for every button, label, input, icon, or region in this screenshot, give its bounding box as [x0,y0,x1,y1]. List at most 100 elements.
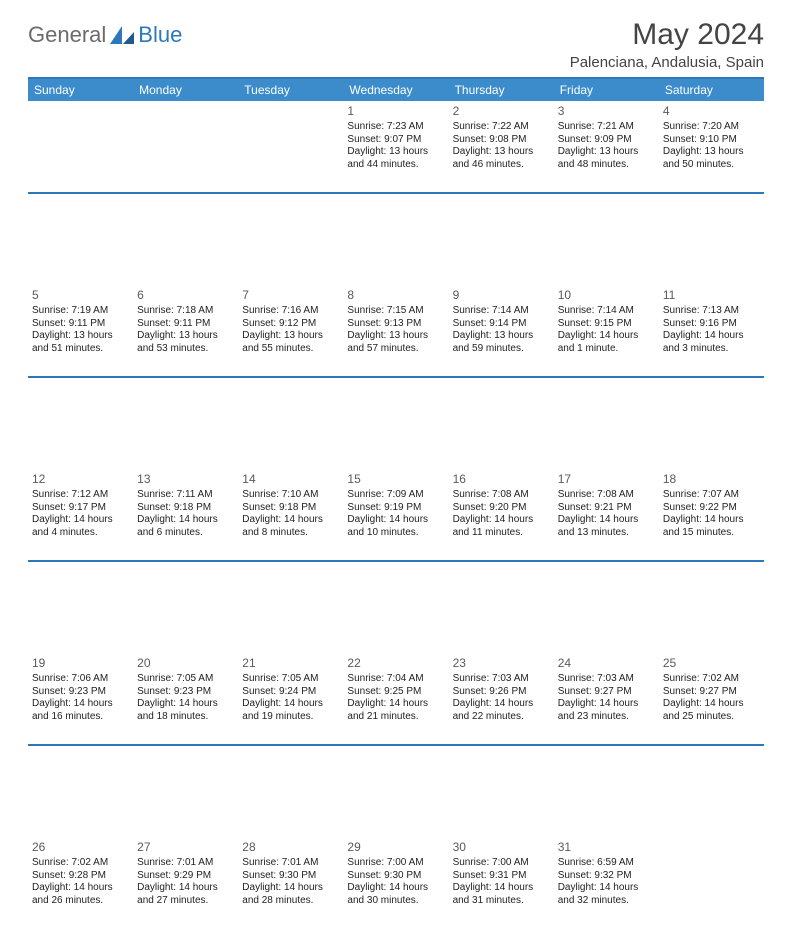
day-number: 3 [558,104,655,119]
daylight-line: Daylight: 14 hours and 11 minutes. [453,514,550,539]
daylight-line: Daylight: 14 hours and 21 minutes. [347,698,444,723]
calendar-cell: 14Sunrise: 7:10 AMSunset: 9:18 PMDayligh… [238,469,343,561]
sunset-line: Sunset: 9:32 PM [558,870,655,883]
day-number: 28 [242,840,339,855]
sunrise-line: Sunrise: 7:02 AM [32,857,129,870]
calendar-cell: 9Sunrise: 7:14 AMSunset: 9:14 PMDaylight… [449,285,554,377]
day-number: 5 [32,288,129,303]
sunset-line: Sunset: 9:10 PM [663,134,760,147]
daylight-line: Daylight: 14 hours and 22 minutes. [453,698,550,723]
day-number: 1 [347,104,444,119]
sunset-line: Sunset: 9:13 PM [347,318,444,331]
daylight-line: Daylight: 13 hours and 50 minutes. [663,146,760,171]
sunrise-line: Sunrise: 6:59 AM [558,857,655,870]
sunset-line: Sunset: 9:08 PM [453,134,550,147]
calendar-row: 26Sunrise: 7:02 AMSunset: 9:28 PMDayligh… [28,837,764,928]
sunrise-line: Sunrise: 7:12 AM [32,489,129,502]
day-number: 23 [453,656,550,671]
daylight-line: Daylight: 14 hours and 28 minutes. [242,882,339,907]
day-number: 2 [453,104,550,119]
day-number: 4 [663,104,760,119]
page-title: May 2024 [570,18,764,52]
sunset-line: Sunset: 9:18 PM [242,502,339,515]
sunset-line: Sunset: 9:24 PM [242,686,339,699]
daylight-line: Daylight: 13 hours and 48 minutes. [558,146,655,171]
day-number: 8 [347,288,444,303]
daylight-line: Daylight: 14 hours and 23 minutes. [558,698,655,723]
daylight-line: Daylight: 13 hours and 46 minutes. [453,146,550,171]
day-number: 30 [453,840,550,855]
sunrise-line: Sunrise: 7:03 AM [558,673,655,686]
daylight-line: Daylight: 14 hours and 15 minutes. [663,514,760,539]
sunset-line: Sunset: 9:29 PM [137,870,234,883]
row-separator [28,561,764,653]
calendar-body: 1Sunrise: 7:23 AMSunset: 9:07 PMDaylight… [28,101,764,928]
day-number: 6 [137,288,234,303]
day-number: 7 [242,288,339,303]
daylight-line: Daylight: 14 hours and 16 minutes. [32,698,129,723]
daylight-line: Daylight: 14 hours and 31 minutes. [453,882,550,907]
calendar-cell: 31Sunrise: 6:59 AMSunset: 9:32 PMDayligh… [554,837,659,928]
sunset-line: Sunset: 9:09 PM [558,134,655,147]
sunrise-line: Sunrise: 7:08 AM [453,489,550,502]
calendar-cell: 3 Sunrise: 7:21 AMSunset: 9:09 PMDaylight… [554,101,659,193]
daylight-line: Daylight: 14 hours and 10 minutes. [347,514,444,539]
sunrise-line: Sunrise: 7:00 AM [453,857,550,870]
sunrise-line: Sunrise: 7:05 AM [242,673,339,686]
sunset-line: Sunset: 9:18 PM [137,502,234,515]
location-subtitle: Palenciana, Andalusia, Spain [570,54,764,71]
calendar-cell: 23Sunrise: 7:03 AMSunset: 9:26 PMDayligh… [449,653,554,745]
day-number: 17 [558,472,655,487]
sunrise-line: Sunrise: 7:06 AM [32,673,129,686]
calendar-header-row: SundayMondayTuesdayWednesdayThursdayFrid… [28,79,764,101]
calendar-cell: 12Sunrise: 7:12 AMSunset: 9:17 PMDayligh… [28,469,133,561]
calendar-cell: 27Sunrise: 7:01 AMSunset: 9:29 PMDayligh… [133,837,238,928]
calendar-cell: 24Sunrise: 7:03 AMSunset: 9:27 PMDayligh… [554,653,659,745]
sunrise-line: Sunrise: 7:16 AM [242,305,339,318]
daylight-line: Daylight: 14 hours and 32 minutes. [558,882,655,907]
sunset-line: Sunset: 9:19 PM [347,502,444,515]
sunrise-line: Sunrise: 7:18 AM [137,305,234,318]
sunrise-line: Sunrise: 7:03 AM [453,673,550,686]
logo-sail-icon [108,24,136,46]
calendar-cell [133,101,238,193]
sunset-line: Sunset: 9:27 PM [558,686,655,699]
calendar-table: SundayMondayTuesdayWednesdayThursdayFrid… [28,79,764,928]
sunrise-line: Sunrise: 7:10 AM [242,489,339,502]
day-number: 14 [242,472,339,487]
day-number: 20 [137,656,234,671]
sunset-line: Sunset: 9:16 PM [663,318,760,331]
sunset-line: Sunset: 9:17 PM [32,502,129,515]
day-header: Friday [554,79,659,101]
sunset-line: Sunset: 9:07 PM [347,134,444,147]
calendar-cell: 25Sunrise: 7:02 AMSunset: 9:27 PMDayligh… [659,653,764,745]
sunrise-line: Sunrise: 7:21 AM [558,121,655,134]
day-header: Saturday [659,79,764,101]
sunset-line: Sunset: 9:25 PM [347,686,444,699]
sunset-line: Sunset: 9:15 PM [558,318,655,331]
sunset-line: Sunset: 9:14 PM [453,318,550,331]
logo-text-blue: Blue [138,22,182,48]
day-number: 18 [663,472,760,487]
sunset-line: Sunset: 9:30 PM [242,870,339,883]
daylight-line: Daylight: 14 hours and 1 minute. [558,330,655,355]
calendar-cell: 29Sunrise: 7:00 AMSunset: 9:30 PMDayligh… [343,837,448,928]
daylight-line: Daylight: 14 hours and 3 minutes. [663,330,760,355]
daylight-line: Daylight: 14 hours and 18 minutes. [137,698,234,723]
calendar-cell: 20Sunrise: 7:05 AMSunset: 9:23 PMDayligh… [133,653,238,745]
sunrise-line: Sunrise: 7:13 AM [663,305,760,318]
sunrise-line: Sunrise: 7:00 AM [347,857,444,870]
daylight-line: Daylight: 14 hours and 25 minutes. [663,698,760,723]
calendar-cell: 17Sunrise: 7:08 AMSunset: 9:21 PMDayligh… [554,469,659,561]
calendar-cell: 6Sunrise: 7:18 AMSunset: 9:11 PMDaylight… [133,285,238,377]
day-number: 10 [558,288,655,303]
calendar-cell: 26Sunrise: 7:02 AMSunset: 9:28 PMDayligh… [28,837,133,928]
sunrise-line: Sunrise: 7:22 AM [453,121,550,134]
calendar-cell: 28Sunrise: 7:01 AMSunset: 9:30 PMDayligh… [238,837,343,928]
sunrise-line: Sunrise: 7:01 AM [137,857,234,870]
calendar-cell: 22Sunrise: 7:04 AMSunset: 9:25 PMDayligh… [343,653,448,745]
day-header: Tuesday [238,79,343,101]
sunset-line: Sunset: 9:11 PM [32,318,129,331]
calendar-cell: 30Sunrise: 7:00 AMSunset: 9:31 PMDayligh… [449,837,554,928]
day-number: 15 [347,472,444,487]
